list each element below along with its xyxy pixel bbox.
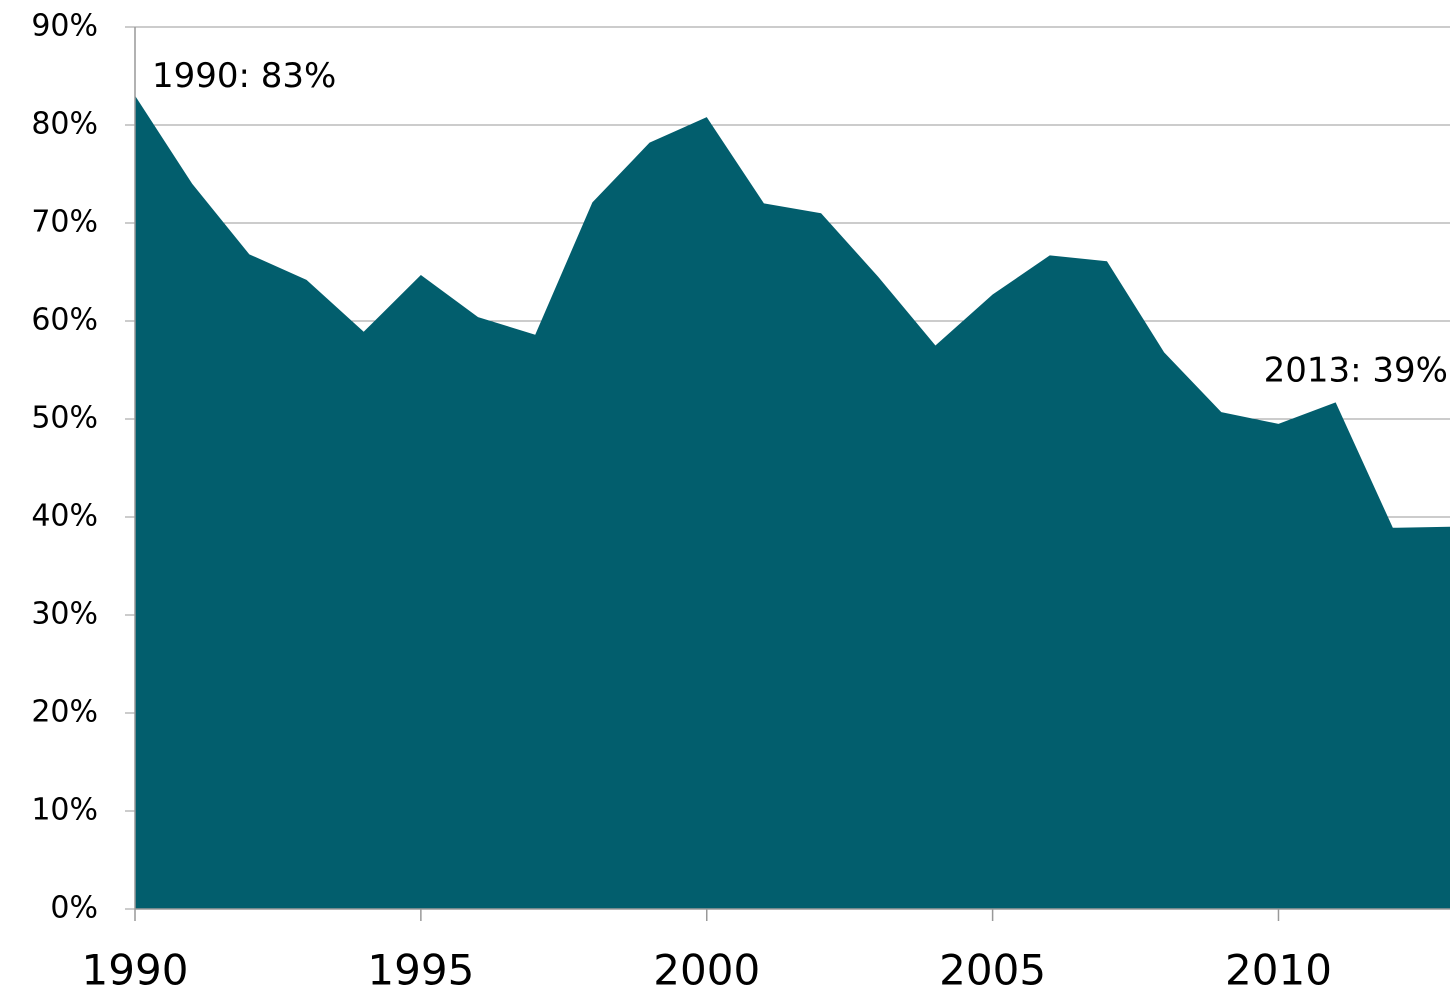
- y-tick-label: 60%: [31, 303, 98, 338]
- annotation: 2013: 39%: [1264, 350, 1448, 390]
- y-tick-label: 50%: [31, 401, 98, 436]
- y-tick-label: 20%: [31, 695, 98, 730]
- x-tick-label: 2000: [653, 946, 760, 995]
- x-tick-label: 1995: [367, 946, 474, 995]
- y-tick-label: 40%: [31, 499, 98, 534]
- area: [135, 95, 1450, 910]
- x-tick-label: 1990: [82, 946, 189, 995]
- y-tick-label: 30%: [31, 597, 98, 632]
- x-tick-label: 2010: [1225, 946, 1332, 995]
- y-tick-label: 0%: [50, 891, 98, 926]
- y-tick-label: 80%: [31, 107, 98, 142]
- y-tick-label: 70%: [31, 205, 98, 240]
- annotation: 1990: 83%: [152, 56, 336, 96]
- y-tick-label: 90%: [31, 9, 98, 44]
- x-tick-label: 2005: [939, 946, 1046, 995]
- y-tick-label: 10%: [31, 793, 98, 828]
